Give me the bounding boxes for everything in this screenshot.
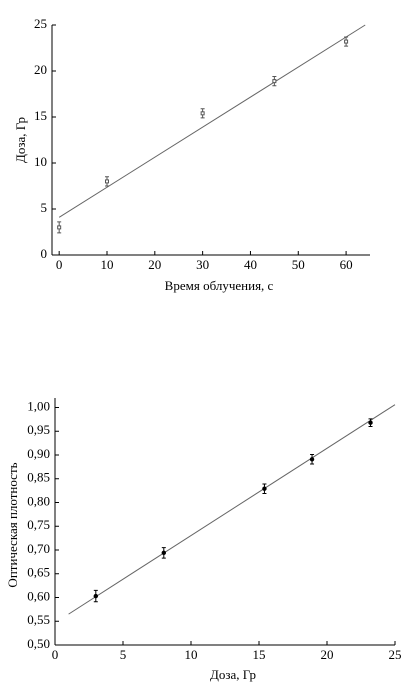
y-tick-label: 5	[41, 200, 48, 215]
x-tick-label: 0	[56, 257, 63, 272]
point	[104, 179, 109, 184]
y-axis-label: Оптическая плотность	[5, 462, 20, 587]
point	[57, 225, 62, 230]
y-tick-label: 0,75	[27, 517, 50, 532]
x-tick-label: 10	[185, 647, 198, 662]
y-tick-label: 0	[41, 246, 48, 261]
y-tick-label: 0,60	[27, 588, 50, 603]
y-tick-label: 15	[34, 108, 47, 123]
x-tick-label: 20	[148, 257, 161, 272]
x-tick-label: 15	[253, 647, 266, 662]
y-tick-label: 0,70	[27, 541, 50, 556]
x-tick-label: 60	[340, 257, 353, 272]
y-tick-label: 0,50	[27, 636, 50, 651]
x-tick-label: 0	[52, 647, 59, 662]
x-tick-label: 40	[244, 257, 257, 272]
point	[272, 79, 277, 84]
x-axis-label: Время облучения, с	[165, 278, 274, 293]
x-tick-label: 30	[196, 257, 209, 272]
x-axis-label: Доза, Гр	[210, 667, 256, 682]
fit-line	[58, 24, 366, 218]
x-tick-label: 20	[321, 647, 334, 662]
y-tick-label: 1,00	[27, 398, 50, 413]
fit-line	[68, 404, 396, 615]
point	[93, 593, 99, 599]
point	[262, 486, 267, 491]
point	[200, 111, 205, 116]
y-tick-label: 0,80	[27, 493, 50, 508]
x-tick-label: 25	[389, 647, 402, 662]
y-tick-label: 20	[34, 62, 47, 77]
y-tick-label: 0,55	[27, 612, 50, 627]
point	[368, 420, 373, 425]
x-tick-label: 10	[100, 257, 113, 272]
y-tick-label: 10	[34, 154, 47, 169]
y-tick-label: 25	[34, 16, 47, 31]
x-tick-label: 50	[292, 257, 305, 272]
y-axis-label: Доза, Гр	[13, 117, 28, 163]
point	[309, 457, 315, 462]
y-tick-label: 0,65	[27, 565, 50, 580]
x-tick-label: 5	[120, 647, 127, 662]
point	[344, 39, 349, 44]
y-tick-label: 0,85	[27, 470, 50, 485]
y-tick-label: 0,95	[27, 422, 50, 437]
y-tick-label: 0,90	[27, 446, 50, 461]
point	[161, 550, 166, 556]
